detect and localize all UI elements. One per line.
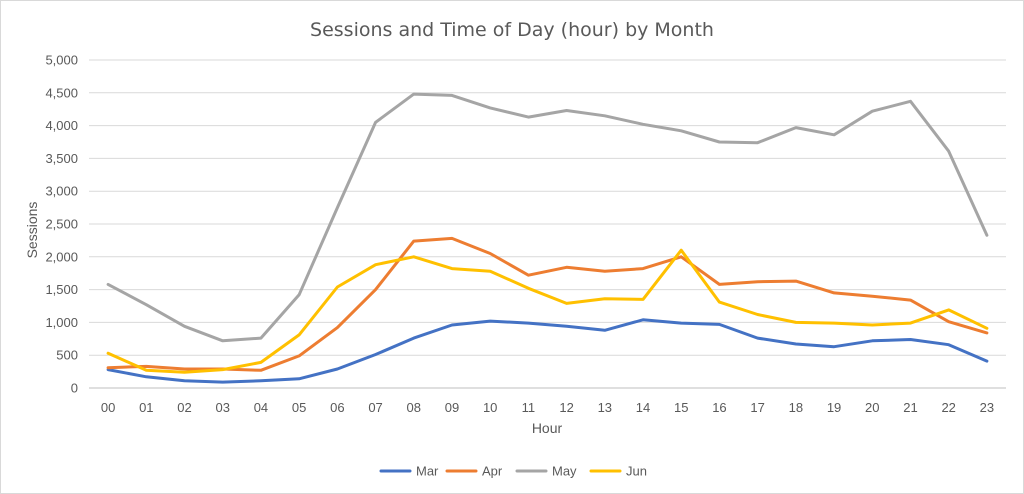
y-tick-label: 2,000 xyxy=(45,249,78,264)
y-tick-label: 2,500 xyxy=(45,217,78,232)
x-tick-label: 13 xyxy=(598,400,612,415)
series-line-mar xyxy=(106,318,989,384)
y-axis-label: Sessions xyxy=(24,202,40,259)
x-tick-label: 00 xyxy=(101,400,115,415)
x-tick-label: 01 xyxy=(139,400,153,415)
series-line-may xyxy=(106,92,989,343)
legend: Mar Apr May Jun xyxy=(379,464,647,479)
series-line-jun xyxy=(106,248,989,374)
y-tick-label: 3,000 xyxy=(45,184,78,199)
x-tick-label: 23 xyxy=(980,400,994,415)
y-axis-ticks: 0 500 1,000 1,500 2,000 2,500 3,000 3,500 4,000 4… xyxy=(45,53,78,396)
x-tick-label: 12 xyxy=(559,400,573,415)
chart-title: Sessions and Time of Day (hour) by Month xyxy=(310,19,714,41)
y-tick-label: 4,500 xyxy=(45,85,78,100)
legend-item-may: May xyxy=(515,464,577,479)
x-tick-label: 18 xyxy=(789,400,803,415)
legend-item-apr: Apr xyxy=(445,464,503,479)
legend-label: Apr xyxy=(482,464,503,479)
y-tick-label: 3,500 xyxy=(45,151,78,166)
legend-label: Jun xyxy=(626,464,647,479)
y-tick-label: 1,000 xyxy=(45,315,78,330)
x-tick-label: 04 xyxy=(254,400,268,415)
x-tick-label: 08 xyxy=(407,400,421,415)
x-tick-label: 02 xyxy=(177,400,191,415)
x-axis-ticks: 00 01 02 03 04 05 06 07 08 09 10 11 12 13 14 15 16 17 18 19… xyxy=(101,400,994,415)
series-line-apr xyxy=(106,236,989,372)
x-tick-label: 11 xyxy=(522,400,536,415)
x-tick-label: 19 xyxy=(827,400,841,415)
y-tick-label: 0 xyxy=(71,381,78,396)
x-tick-label: 07 xyxy=(368,400,382,415)
x-tick-label: 20 xyxy=(865,400,879,415)
x-tick-label: 10 xyxy=(483,400,497,415)
legend-label: Mar xyxy=(416,464,439,479)
x-axis-label: Hour xyxy=(532,420,563,436)
x-tick-label: 14 xyxy=(636,400,650,415)
x-tick-label: 16 xyxy=(712,400,726,415)
y-tick-label: 500 xyxy=(56,348,78,363)
x-tick-label: 22 xyxy=(941,400,955,415)
x-tick-label: 17 xyxy=(750,400,764,415)
gridlines xyxy=(89,59,1006,389)
x-tick-label: 03 xyxy=(215,400,229,415)
x-tick-label: 05 xyxy=(292,400,306,415)
legend-label: May xyxy=(552,464,577,479)
legend-item-mar: Mar xyxy=(379,464,439,479)
series-lines xyxy=(106,92,989,384)
x-tick-label: 09 xyxy=(445,400,459,415)
y-tick-label: 1,500 xyxy=(45,282,78,297)
x-tick-label: 15 xyxy=(674,400,688,415)
x-tick-label: 21 xyxy=(903,400,917,415)
y-tick-label: 4,000 xyxy=(45,118,78,133)
x-tick-label: 06 xyxy=(330,400,344,415)
y-tick-label: 5,000 xyxy=(45,53,78,68)
legend-item-jun: Jun xyxy=(589,464,647,479)
